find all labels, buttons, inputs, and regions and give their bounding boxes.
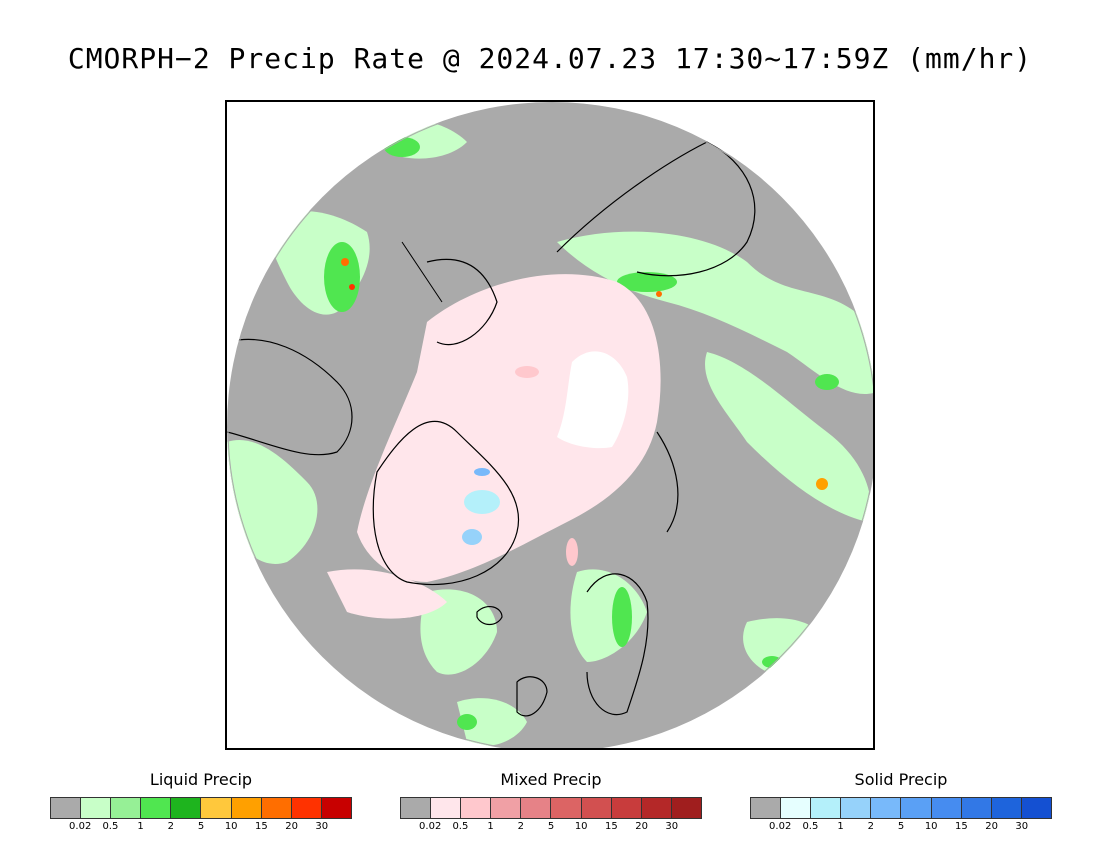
solid-tick-label: 20	[985, 821, 998, 832]
mixed-swatch-1	[431, 798, 462, 818]
liquid-swatch-3	[141, 798, 172, 818]
polar-map	[227, 102, 873, 748]
liquid-swatch-5	[201, 798, 232, 818]
mixed-tick-label: 1	[487, 821, 494, 832]
liquid-tick-label: 15	[255, 821, 268, 832]
mixed-swatch-6	[581, 798, 612, 818]
legend-mixed-ticks: 0.02 0.5 1 2 5 10 15 20 30	[400, 819, 702, 835]
liquid-swatch-7	[261, 798, 292, 818]
solid-tick-label: 0.02	[769, 821, 792, 832]
mixed-swatch-8	[641, 798, 672, 818]
map-title: CMORPH−2 Precip Rate @ 2024.07.23 17:30~…	[67, 42, 1033, 75]
solid-swatch-6	[931, 798, 962, 818]
solid-swatch-5	[901, 798, 932, 818]
solid-swatch-3	[841, 798, 872, 818]
legend-liquid: Liquid Precip 0.02 0.5 1 2 5 10 15 20 30	[50, 770, 352, 835]
solid-swatch-9	[1021, 798, 1051, 818]
mixed-tick-label: 5	[547, 821, 555, 832]
solid-tick-label: 1	[837, 821, 844, 832]
solid-tick-label: 10	[924, 821, 938, 832]
solid-precip-areas	[462, 468, 500, 545]
liquid-tick-label: 1	[137, 821, 144, 832]
mixed-swatch-4	[521, 798, 552, 818]
liquid-swatch-6	[231, 798, 262, 818]
mixed-swatch-9	[671, 798, 701, 818]
liquid-tick-label: 2	[167, 821, 174, 832]
liquid-swatch-9	[321, 798, 351, 818]
liquid-swatch-8	[291, 798, 322, 818]
mixed-tick-label: 0.02	[419, 821, 442, 832]
mixed-swatch-0	[401, 798, 432, 818]
legend-liquid-title: Liquid Precip	[149, 770, 253, 789]
solid-swatch-7	[961, 798, 992, 818]
liquid-tick-label: 0.5	[102, 821, 119, 832]
mixed-tick-label: 10	[574, 821, 588, 832]
solid-tick-label: 15	[955, 821, 968, 832]
legend-solid: Solid Precip 0.02 0.5 1 2 5 10 15 20 30	[750, 770, 1052, 835]
solid-swatch-0	[751, 798, 782, 818]
mixed-precip-areas	[327, 274, 661, 619]
mixed-tick-label: 30	[665, 821, 679, 832]
solid-swatch-4	[871, 798, 902, 818]
liquid-swatch-0	[51, 798, 82, 818]
legend-liquid-bar	[50, 797, 352, 819]
mixed-tick-label: 2	[517, 821, 524, 832]
solid-tick-label: 5	[897, 821, 905, 832]
mixed-moderate-areas	[515, 366, 578, 566]
mixed-tick-label: 15	[605, 821, 618, 832]
solid-swatch-1	[781, 798, 812, 818]
disc-edge	[227, 102, 873, 748]
map-frame	[225, 100, 875, 750]
solid-tick-label: 2	[867, 821, 874, 832]
liquid-tick-label: 5	[197, 821, 205, 832]
liquid-heavy-cells	[341, 258, 828, 490]
no-data-region	[557, 351, 629, 449]
mixed-swatch-2	[461, 798, 492, 818]
mixed-swatch-5	[551, 798, 582, 818]
solid-tick-label: 0.5	[802, 821, 819, 832]
legend-mixed-title: Mixed Precip	[500, 770, 602, 789]
legend-solid-ticks: 0.02 0.5 1 2 5 10 15 20 30	[750, 819, 1052, 835]
liquid-tick-label: 10	[224, 821, 238, 832]
liquid-tick-label: 30	[315, 821, 329, 832]
legend-mixed: Mixed Precip 0.02 0.5 1 2 5 10 15 20 30	[400, 770, 702, 835]
liquid-tick-label: 0.02	[69, 821, 92, 832]
liquid-swatch-4	[171, 798, 202, 818]
mixed-tick-label: 20	[635, 821, 648, 832]
mixed-swatch-3	[491, 798, 522, 818]
legend-liquid-ticks: 0.02 0.5 1 2 5 10 15 20 30	[50, 819, 352, 835]
liquid-swatch-1	[81, 798, 112, 818]
solid-swatch-8	[991, 798, 1022, 818]
solid-tick-label: 30	[1015, 821, 1029, 832]
liquid-moderate-areas	[324, 137, 839, 730]
mixed-swatch-7	[611, 798, 642, 818]
solid-swatch-2	[811, 798, 842, 818]
legend-mixed-bar	[400, 797, 702, 819]
legend-solid-title: Solid Precip	[854, 770, 948, 789]
coastlines	[227, 141, 756, 717]
map-disc	[227, 102, 873, 748]
legend-solid-bar	[750, 797, 1052, 819]
liquid-tick-label: 20	[285, 821, 298, 832]
border-line	[401, 241, 443, 303]
mixed-tick-label: 0.5	[452, 821, 469, 832]
liquid-swatch-2	[111, 798, 142, 818]
